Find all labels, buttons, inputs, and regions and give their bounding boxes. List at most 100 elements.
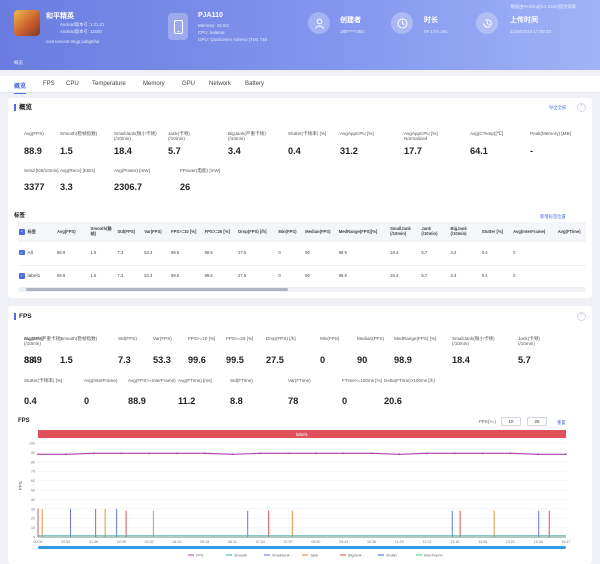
fps-threshold-label: FPS(>=) <box>479 419 497 424</box>
table-cell: 53.3 <box>144 249 153 255</box>
device-memory: Memory: 22.6G <box>198 23 230 28</box>
x-tick-label: 00:00 <box>34 540 43 544</box>
fps-metric-label: Drop(FPS) [/h] <box>266 336 296 341</box>
fps-metric-label: Stutter(卡顿率) [%] <box>24 378 63 383</box>
legend-item: FPS <box>196 554 204 558</box>
reset-link[interactable]: 重置 <box>557 420 566 425</box>
fps-point <box>37 453 39 456</box>
y-tick-label: 100 <box>29 442 35 446</box>
tab-fps[interactable]: FPS <box>43 81 55 87</box>
add-label-link[interactable]: 新增标签位置 <box>540 214 566 219</box>
legend-item: Smooth <box>234 554 247 558</box>
table-cell: 99.5 <box>204 273 213 279</box>
x-tick-label: 00:53 <box>61 540 70 544</box>
collapse-overview-button[interactable]: ⌃ <box>577 103 586 112</box>
table-cell: 18.4 <box>390 249 399 255</box>
overview-metric-label: Avg(Power) [mW] <box>114 168 150 173</box>
table-cell: 5.7 <box>421 273 428 279</box>
table-cell: 27.5 <box>238 249 247 255</box>
table-row[interactable]: ✓ label1 88.9 1.5 7.3 53.3 99.6 99.5 27.5 0 90 98.9… <box>18 265 586 288</box>
fps-chart-title: FPS <box>18 418 30 424</box>
table-header-cell: Avg(FPS) <box>57 228 76 234</box>
table-cell: 1.5 <box>90 249 97 255</box>
tab-memory[interactable]: Memory <box>143 81 165 87</box>
metric-tabs: 概览 FPS CPU Temperature Memory GPU Networ… <box>0 76 600 94</box>
fps-metric-value: 90 <box>357 355 368 365</box>
row-checkbox[interactable]: ✓ <box>19 273 25 279</box>
fps-point <box>481 452 484 455</box>
fps-metric-value: 18.4 <box>452 355 470 365</box>
creator-value: 180*****363 <box>340 29 364 34</box>
labels-title: 标签 <box>14 213 26 219</box>
table-cell: 99.6 <box>171 273 180 279</box>
table-cell: 98.9 <box>338 273 347 279</box>
fps-point <box>453 452 456 455</box>
row-label: label1 <box>27 274 41 280</box>
fps-metric-label: Var(FTime) <box>288 378 311 383</box>
legend-item: SmallJank <box>272 554 290 558</box>
legend-item: InterFrame <box>424 554 443 558</box>
table-row[interactable]: ✓ All 88.9 1.5 7.3 53.3 99.6 99.5 27.5 0 90 98.9 18.… <box>18 242 586 265</box>
fps-point <box>342 452 345 455</box>
fps-metric-value: 27.5 <box>266 355 284 365</box>
fps-metric-label: Median(FPS) <box>357 336 385 341</box>
fps-point <box>314 452 317 455</box>
tab-cpu[interactable]: CPU <box>66 81 79 87</box>
legend-item: Stutter <box>386 554 398 558</box>
table-cell: 0 <box>278 249 281 255</box>
user-icon <box>308 12 330 34</box>
legend-item: BigJank <box>348 554 362 558</box>
device-model: PJA110 <box>198 12 223 19</box>
fps-point <box>92 452 95 455</box>
fps-threshold-input-1[interactable]: 10 <box>501 417 521 426</box>
overview-metric-label: Jank(卡顿) (/10min) <box>168 131 190 142</box>
overview-metric-label: Avg(Recv) [KB/s] <box>60 168 95 173</box>
fps-threshold-input-2[interactable]: 25 <box>527 417 547 426</box>
label-bar-text: label1 <box>296 432 309 437</box>
table-header-cell: FPS>=25 [%] <box>204 228 230 234</box>
legend-item: Jank <box>310 554 318 558</box>
scrollbar-thumb[interactable] <box>26 288 288 291</box>
overview-metric-value: 0.4 <box>288 146 301 156</box>
table-header-cell: Std(FPS) <box>117 228 136 234</box>
fps-point <box>203 452 206 455</box>
fps-metric-label: BigJank(严重卡顿) (/10min) <box>24 336 62 347</box>
table-cell: ✓ All <box>18 242 56 265</box>
fps-metric-value: 88.9 <box>128 396 146 406</box>
y-tick-label: 10 <box>31 526 35 530</box>
fps-metric-value: 98.9 <box>394 355 412 365</box>
x-tick-label: 10:36 <box>367 540 376 544</box>
row-checkbox[interactable]: ✓ <box>19 249 25 256</box>
overview-metric-label: Smooth(稳帧指数) <box>60 131 98 136</box>
tab-network[interactable]: Network <box>209 81 232 87</box>
x-tick-label: 05:18 <box>200 540 209 544</box>
export-all-link[interactable]: 导出全部 <box>549 105 567 110</box>
collapse-fps-button[interactable]: ⌃ <box>577 312 586 321</box>
tab-temperature[interactable]: Temperature <box>92 81 126 87</box>
overview-metric-value: 64.1 <box>470 146 488 156</box>
device-gpu: GPU: Qualcomm Adreno (TM) 740 <box>198 37 268 42</box>
x-tick-label: 12:22 <box>423 540 432 544</box>
fps-metric-value: 99.5 <box>226 355 244 365</box>
select-all-checkbox[interactable]: − <box>19 229 25 235</box>
fps-point <box>426 452 428 455</box>
breadcrumb[interactable]: 概览 <box>14 60 23 65</box>
tab-battery[interactable]: Battery <box>245 81 265 87</box>
overview-title: 概览 <box>14 104 32 111</box>
table-cell: 99.5 <box>204 249 213 255</box>
table-cell: 53.3 <box>144 273 153 279</box>
table-header-cell: Var(FPS) <box>144 228 162 234</box>
table-header-cell: Median(FPS) <box>305 228 331 234</box>
tab-gpu[interactable]: GPU <box>182 81 196 87</box>
table-cell: 0 <box>278 273 281 279</box>
fps-chart-svg: label1 0 10 20 30 40 50 60 70 80 90 100 FPS 00:00 00:5… <box>18 430 571 558</box>
clock-icon <box>391 12 413 34</box>
tab-overview[interactable]: 概览 <box>14 81 27 94</box>
fps-metric-label: Avg(FTime) [ms] <box>178 378 212 383</box>
overview-metric-label: AvgAppCPU [%] <box>340 131 374 136</box>
table-cell: 90 <box>305 273 310 279</box>
table-cell: 88.9 <box>57 273 66 279</box>
x-tick-label: 06:11 <box>228 540 237 544</box>
table-horizontal-scrollbar[interactable] <box>18 287 586 292</box>
android-version-2: Android版本号: 11500 <box>60 29 102 34</box>
